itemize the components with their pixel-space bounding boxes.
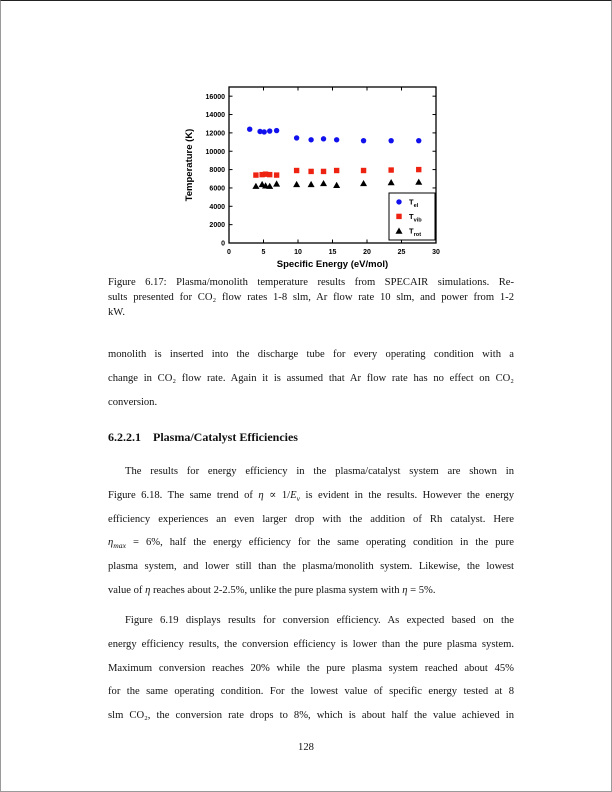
svg-text:2000: 2000 xyxy=(209,222,225,229)
figure-caption: Figure 6.17: Plasma/monolith temperature… xyxy=(108,277,514,319)
svg-text:5: 5 xyxy=(262,249,266,256)
svg-text:10000: 10000 xyxy=(206,149,226,156)
svg-text:10: 10 xyxy=(294,249,302,256)
svg-text:4000: 4000 xyxy=(209,204,225,211)
svg-text:Tel: Tel xyxy=(409,198,419,210)
svg-text:0: 0 xyxy=(227,249,231,256)
svg-text:14000: 14000 xyxy=(206,112,226,119)
svg-text:12000: 12000 xyxy=(206,130,226,137)
svg-text:Tvib: Tvib xyxy=(409,212,422,224)
section-title: Plasma/Catalyst Efficiencies xyxy=(153,430,298,444)
paragraph-conversion-efficiency: Figure 6.19 displays results for convers… xyxy=(108,615,514,722)
svg-text:25: 25 xyxy=(398,249,406,256)
page-number: 128 xyxy=(298,742,314,753)
svg-text:0: 0 xyxy=(221,241,225,248)
temperature-chart: 0 5 10 15 20 25 30 0 2000 4000 6000 8000 10000 12000 1… xyxy=(184,86,440,270)
svg-text:16000: 16000 xyxy=(206,94,226,101)
section-number: 6.2.2.1 xyxy=(108,430,141,444)
figure-6-17: 0 5 10 15 20 25 30 0 2000 4000 6000 8000 10000 12000 1… xyxy=(171,76,461,276)
section-heading: 6.2.2.1 Plasma/Catalyst Efficiencies xyxy=(108,430,298,445)
svg-text:Temperature (K): Temperature (K) xyxy=(184,129,195,202)
paragraph-energy-efficiency: The results for energy efficiency in the… xyxy=(108,466,514,596)
svg-text:8000: 8000 xyxy=(209,167,225,174)
svg-text:20: 20 xyxy=(363,249,371,256)
svg-text:6000: 6000 xyxy=(209,186,225,193)
svg-text:Specific Energy (eV/mol): Specific Energy (eV/mol) xyxy=(277,259,388,270)
svg-text:30: 30 xyxy=(432,249,440,256)
svg-text:Trot: Trot xyxy=(409,227,421,239)
paragraph-monolith: monolith is inserted into the discharge … xyxy=(108,349,514,408)
svg-text:15: 15 xyxy=(329,249,337,256)
